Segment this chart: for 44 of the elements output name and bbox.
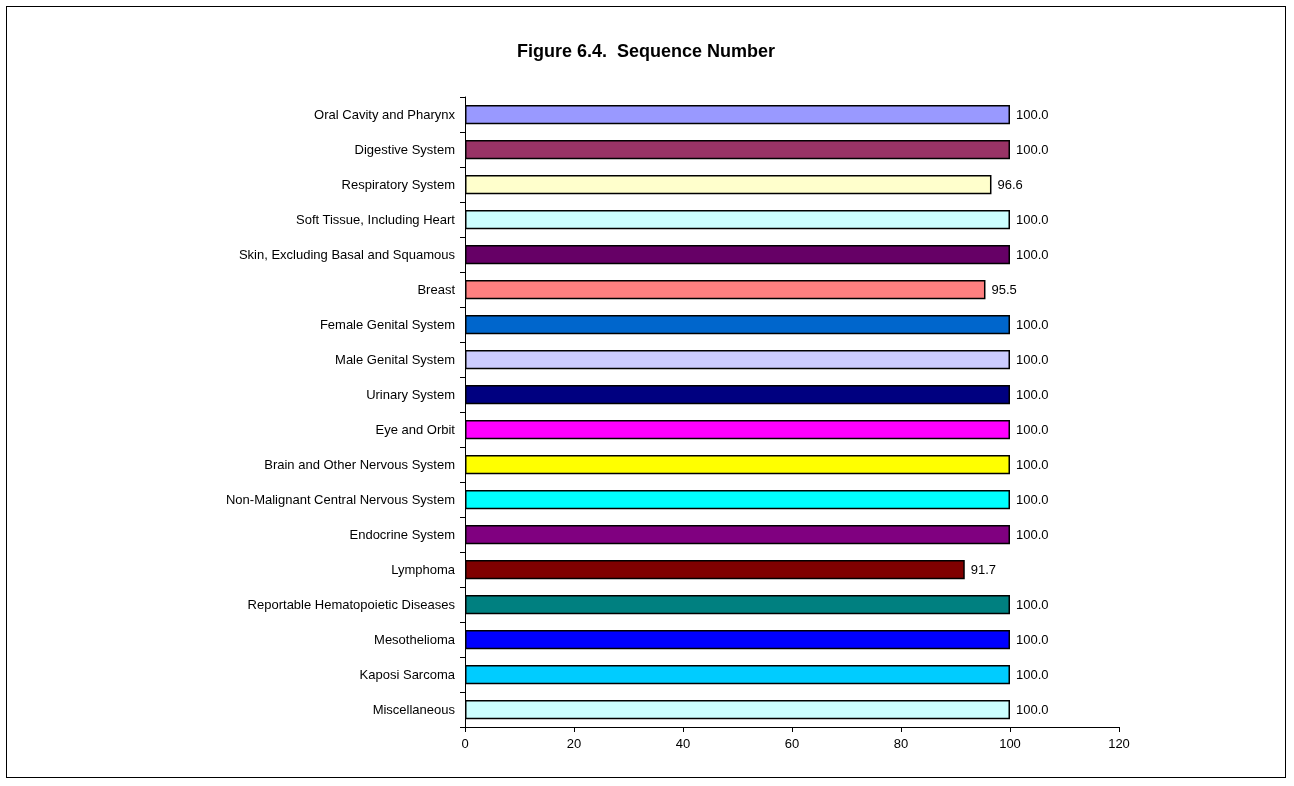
y-tick-label: Respiratory System [341, 177, 455, 192]
x-tick-label: 80 [893, 736, 909, 751]
data-label: 100.0 [1016, 457, 1049, 472]
x-tick-label: 120 [1108, 736, 1130, 751]
data-label: 100.0 [1016, 702, 1049, 717]
y-tick-label: Mesothelioma [374, 632, 456, 647]
data-label: 100.0 [1016, 387, 1049, 402]
data-label: 100.0 [1016, 212, 1049, 227]
data-label: 95.5 [991, 282, 1017, 297]
y-tick-label: Reportable Hematopoietic Diseases [247, 597, 456, 612]
data-label: 100.0 [1016, 317, 1049, 332]
y-tick-label: Skin, Excluding Basal and Squamous [238, 247, 456, 262]
data-label: 100.0 [1016, 142, 1049, 157]
x-tick-label: 40 [675, 736, 691, 751]
y-tick-label: Lymphoma [391, 562, 456, 577]
y-tick-label: Brain and Other Nervous System [264, 457, 455, 472]
y-tick-label: Kaposi Sarcoma [359, 667, 456, 682]
data-label: 100.0 [1016, 247, 1049, 262]
data-label: 100.0 [1016, 597, 1049, 612]
y-tick-label: Non-Malignant Central Nervous System [225, 492, 455, 507]
y-tick-label: Digestive System [354, 142, 455, 157]
x-tick-label: 0 [461, 736, 469, 751]
y-tick-label: Urinary System [366, 387, 455, 402]
data-label: 100.0 [1016, 422, 1049, 437]
y-tick-label: Male Genital System [335, 352, 455, 367]
data-label: 100.0 [1016, 527, 1049, 542]
y-tick-label: Endocrine System [349, 527, 455, 542]
data-label: 100.0 [1016, 107, 1049, 122]
y-tick-label: Female Genital System [319, 317, 455, 332]
y-tick-label: Soft Tissue, Including Heart [296, 212, 456, 227]
y-tick-label: Miscellaneous [372, 702, 456, 717]
y-tick-label: Oral Cavity and Pharynx [314, 107, 456, 122]
data-label: 100.0 [1016, 667, 1049, 682]
data-label: 91.7 [970, 562, 997, 577]
y-tick-label: Breast [417, 282, 456, 297]
y-tick-label: Eye and Orbit [375, 422, 456, 437]
data-label: 100.0 [1016, 492, 1049, 507]
x-tick-label: 60 [784, 736, 800, 751]
data-label: 100.0 [1016, 352, 1049, 367]
chart-title: Figure 6.4. Sequence Number [516, 41, 776, 61]
x-tick-label: 100 [999, 736, 1021, 751]
x-tick-label: 20 [566, 736, 582, 751]
data-label: 96.6 [997, 177, 1023, 192]
data-label: 100.0 [1016, 632, 1049, 647]
